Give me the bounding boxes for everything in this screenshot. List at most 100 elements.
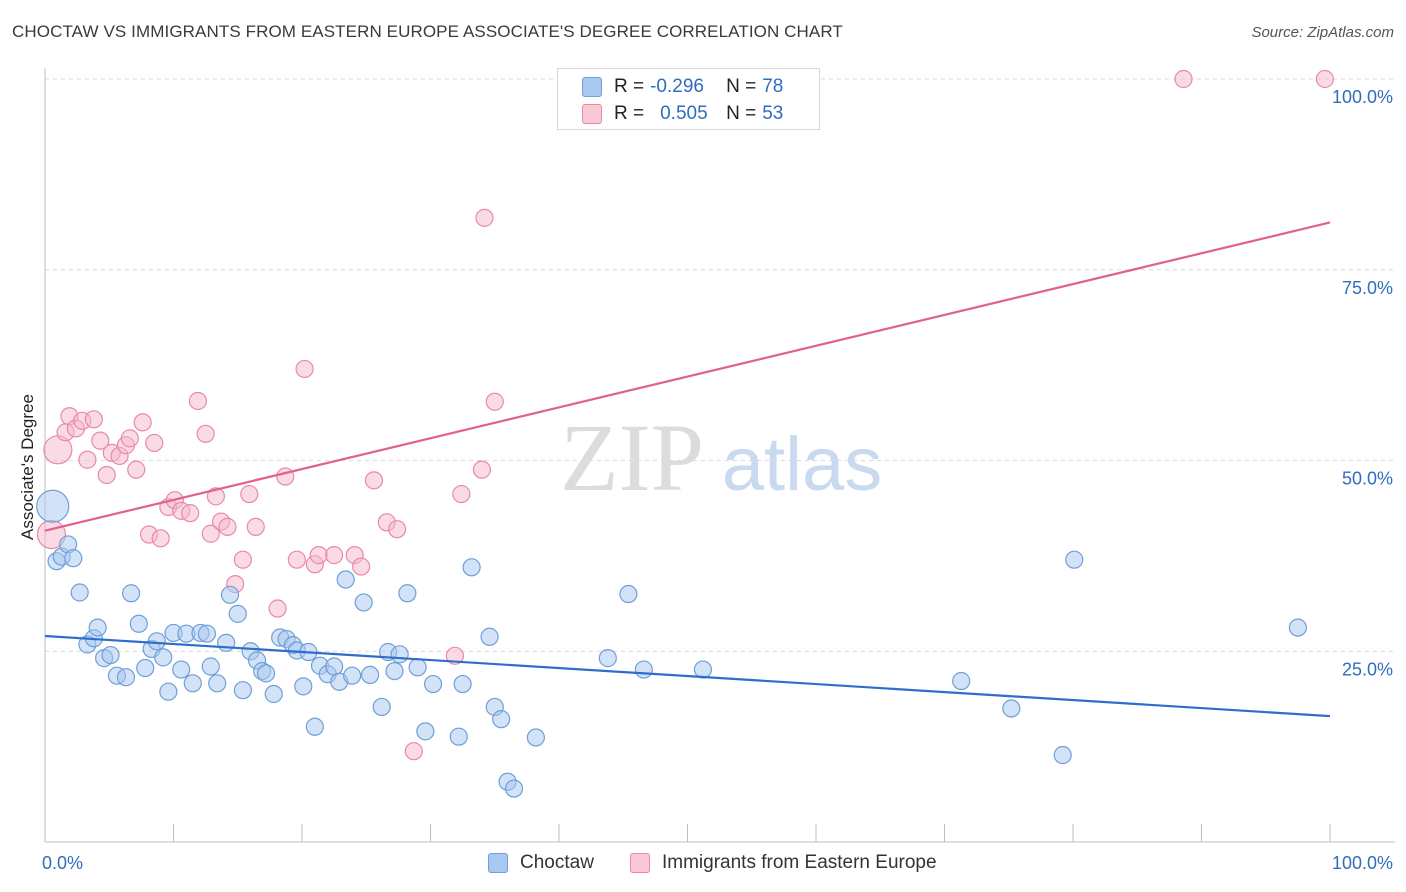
y-axis-label: Associate's Degree — [18, 394, 37, 540]
choctaw-point — [1288, 618, 1307, 637]
choctaw-point — [88, 618, 107, 637]
r-label: R = — [614, 76, 645, 97]
choctaw-point — [492, 710, 511, 729]
immigrants-point — [364, 471, 384, 490]
choctaw-point — [325, 657, 344, 676]
legend-item-immigrants: Immigrants from Eastern Europe — [630, 852, 937, 874]
watermark: ZIP atlas — [560, 404, 882, 511]
r-label: R = — [614, 103, 645, 124]
x-tick-label-min: 0.0% — [42, 853, 83, 873]
choctaw-trend-line — [44, 634, 1331, 718]
legend-label-immigrants: Immigrants from Eastern Europe — [662, 852, 937, 873]
immigrants-legend-swatch — [630, 853, 650, 873]
source-label: Source: ZipAtlas.com — [1251, 24, 1394, 41]
choctaw-point — [385, 661, 404, 681]
immigrants-point — [181, 504, 200, 523]
immigrants-point — [1315, 69, 1334, 89]
choctaw-point — [201, 657, 220, 676]
choctaw-point — [129, 614, 148, 633]
y-tick-label-50: 50.0% — [1342, 469, 1393, 489]
immigrants-point — [445, 646, 465, 665]
n-label: N = — [726, 76, 757, 97]
immigrants-point — [387, 520, 407, 539]
choctaw-point — [70, 583, 89, 602]
choctaw-point — [1002, 699, 1021, 718]
immigrants-swatch — [582, 104, 602, 124]
watermark-atlas: atlas — [722, 422, 883, 507]
immigrants-point — [268, 599, 287, 618]
series-immigrants-points — [36, 69, 1334, 761]
choctaw-point — [256, 664, 276, 683]
choctaw-point — [183, 674, 202, 693]
choctaw-point — [598, 649, 617, 668]
y-tick-label-100: 100.0% — [1332, 87, 1393, 107]
choctaw-point — [336, 570, 355, 589]
choctaw-point — [147, 632, 166, 651]
choctaw-point — [294, 677, 313, 696]
choctaw-point — [197, 624, 217, 643]
immigrants-point — [218, 517, 237, 536]
choctaw-point — [264, 684, 283, 704]
immigrants-point — [201, 524, 220, 543]
choctaw-point — [136, 658, 155, 678]
chart-title: CHOCTAW VS IMMIGRANTS FROM EASTERN EUROP… — [12, 22, 843, 41]
y-tick-label-25: 25.0% — [1342, 659, 1393, 679]
choctaw-point — [116, 668, 136, 687]
immigrants-point — [233, 550, 252, 569]
choctaw-point — [220, 585, 240, 604]
watermark-zip: ZIP — [560, 404, 704, 511]
immigrants-point — [188, 391, 208, 411]
immigrants-point — [1174, 69, 1193, 89]
trend-lines — [44, 221, 1331, 718]
immigrants-trend-line — [44, 221, 1331, 532]
immigrants-point — [475, 208, 494, 227]
choctaw-point — [361, 665, 380, 685]
immigrants-point — [127, 460, 146, 479]
immigrants-point — [246, 517, 265, 536]
choctaw-point — [416, 722, 435, 741]
axes — [44, 68, 1395, 843]
choctaw-point — [390, 645, 409, 664]
correlation-legend: R = -0.296 N = 78 R = 0.505 N = 53 — [557, 68, 820, 130]
choctaw-point — [619, 584, 638, 604]
choctaw-point — [398, 584, 417, 603]
immigrants-point — [404, 742, 423, 761]
choctaw-point — [693, 660, 713, 679]
choctaw-point — [372, 697, 391, 717]
choctaw-point — [354, 593, 373, 612]
choctaw-point — [172, 660, 191, 679]
series-legend: Choctaw Immigrants from Eastern Europe — [0, 852, 1406, 878]
immigrants-point — [325, 546, 344, 565]
immigrants-point — [97, 465, 116, 485]
immigrants-point — [295, 359, 314, 379]
choctaw-point — [343, 666, 362, 685]
n-label: N = — [726, 103, 757, 124]
immigrants-point — [352, 557, 371, 576]
immigrants-point — [78, 450, 97, 469]
x-tick-label-max: 100.0% — [1332, 853, 1393, 873]
immigrants-point — [151, 529, 170, 548]
choctaw-point — [36, 489, 70, 523]
immigrants-point — [309, 546, 328, 565]
legend-label-choctaw: Choctaw — [520, 852, 594, 873]
series-choctaw-points — [36, 489, 1307, 798]
choctaw-point — [449, 727, 468, 746]
choctaw-point — [217, 633, 236, 652]
choctaw-point — [101, 645, 120, 665]
choctaw-point — [423, 674, 443, 694]
legend-item-choctaw: Choctaw — [488, 852, 594, 874]
immigrants-point — [452, 484, 471, 504]
choctaw-point — [462, 558, 481, 577]
immigrants-point — [206, 487, 226, 506]
choctaw-point — [121, 584, 141, 603]
legend-row-immigrants: R = 0.505 N = 53 — [582, 102, 783, 126]
immigrants-point — [133, 413, 152, 432]
immigrants-point — [287, 550, 306, 569]
choctaw-point — [208, 674, 227, 693]
choctaw-point — [952, 671, 971, 691]
choctaw-point — [480, 627, 499, 646]
choctaw-point — [453, 674, 472, 694]
choctaw-point — [154, 648, 173, 667]
choctaw-point — [228, 604, 247, 623]
